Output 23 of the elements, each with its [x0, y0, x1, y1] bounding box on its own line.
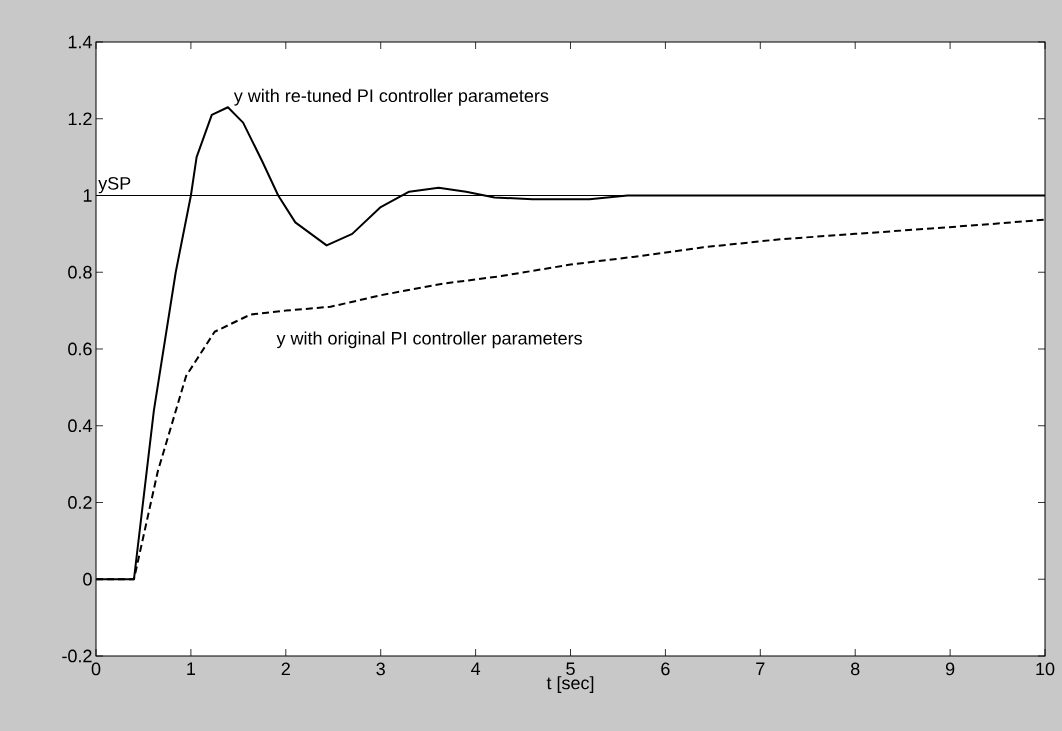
y-tick-label: 1.4	[68, 35, 92, 49]
ref-line-label: ySP	[98, 176, 131, 194]
x-axis-title: t [sec]	[546, 676, 594, 693]
x-tick-label: 5	[566, 662, 575, 676]
x-tick-label: 7	[756, 662, 765, 675]
x-tick-label: 2	[281, 662, 290, 676]
x-tick-label: 3	[376, 662, 385, 676]
x-tick-label: 10	[1036, 662, 1055, 676]
x-tick-label: 8	[850, 662, 860, 676]
x-tick-label: 6	[661, 662, 670, 676]
x-tick-label: 4	[471, 662, 481, 675]
y-tick-label: 1	[83, 189, 92, 202]
y-tick-label: 0	[83, 572, 92, 586]
x-tick-label: 9	[945, 662, 955, 676]
y-tick-label: 0.4	[68, 419, 92, 433]
y-tick-label: -0.2	[62, 649, 92, 663]
annotation: y with re-tuned PI controller parameters	[233, 88, 549, 106]
y-tick-label: 0.2	[68, 496, 92, 509]
annotation: y with original PI controller parameters	[276, 331, 582, 349]
x-tick-label: 1	[187, 662, 196, 675]
y-tick-label: 0.8	[68, 265, 92, 279]
y-tick-label: 0.6	[68, 342, 92, 356]
y-tick-label: 1.2	[68, 112, 92, 126]
